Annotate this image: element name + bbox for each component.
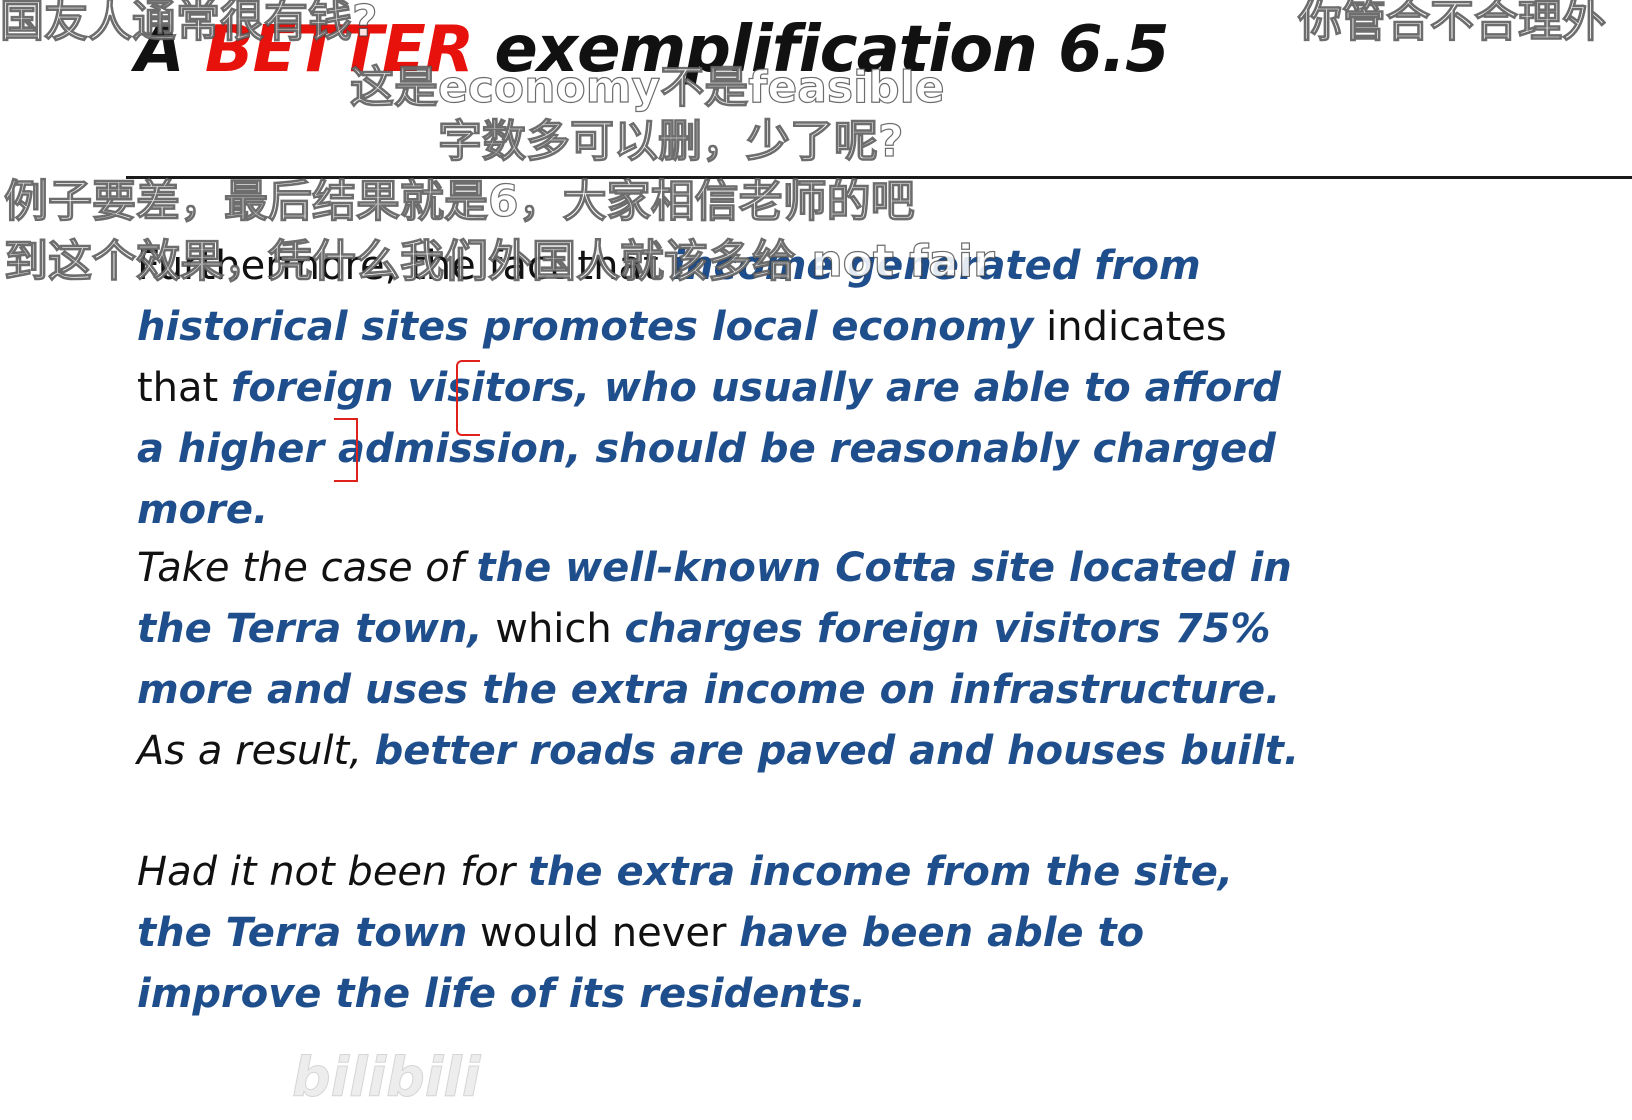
paragraph-2: Take the case of the well-known Cotta si… (137, 538, 1317, 782)
p3-text-2: would never (467, 910, 740, 956)
p2-text-3: As a result, (137, 728, 375, 774)
p2-text-1: Take the case of (137, 545, 477, 591)
slide-title: A BETTER exemplification 6.5 (135, 13, 1169, 88)
title-accent: BETTER (204, 13, 474, 87)
danmaku-comment-5: 例子要差，最后结果就是6，大家相信老师的吧 (3, 176, 915, 227)
p3-highlight-2: have been able to improve the life of it… (137, 910, 1145, 1017)
paragraph-3: Had it not been for the extra income fro… (137, 842, 1317, 1025)
p1-highlight-1: income generated from historical sites p… (137, 243, 1201, 350)
p1-text-1: Furthermore, the fact that (137, 243, 672, 289)
annotation-open-bracket (456, 360, 480, 436)
p2-highlight-2: charges foreign visitors 75% more and us… (137, 606, 1281, 713)
danmaku-comment-3: 这是economy不是feasible (349, 62, 945, 113)
danmaku-comment-1: 国友人通常很有钱? (0, 0, 378, 47)
paragraph-1: Furthermore, the fact that income genera… (137, 236, 1317, 541)
title-prefix: A (135, 13, 185, 87)
p2-highlight-1: the well-known Cotta site located in the… (137, 545, 1292, 652)
p1-text-2: indicates that (137, 304, 1227, 411)
annotation-close-bracket (334, 418, 358, 482)
title-rest: exemplification 6.5 (494, 13, 1169, 87)
p2-highlight-3: better roads are paved and houses built. (374, 728, 1300, 774)
p2-text-2: which (482, 606, 625, 652)
title-divider (126, 176, 1632, 179)
p3-text-1: Had it not been for (137, 849, 528, 895)
danmaku-comment-2: 你管合不合理外 (1297, 0, 1606, 47)
p1-highlight-2: foreign visitors, who usually are able t… (137, 365, 1281, 533)
danmaku-comment-4: 字数多可以删，少了呢? (437, 116, 904, 167)
bilibili-watermark: bilibili (291, 1046, 481, 1110)
p3-highlight-1: the extra income from the site, the Terr… (137, 849, 1234, 956)
danmaku-comment-6: 到这个效果，凭什么我们外国人就该多给 not fair (3, 236, 995, 287)
